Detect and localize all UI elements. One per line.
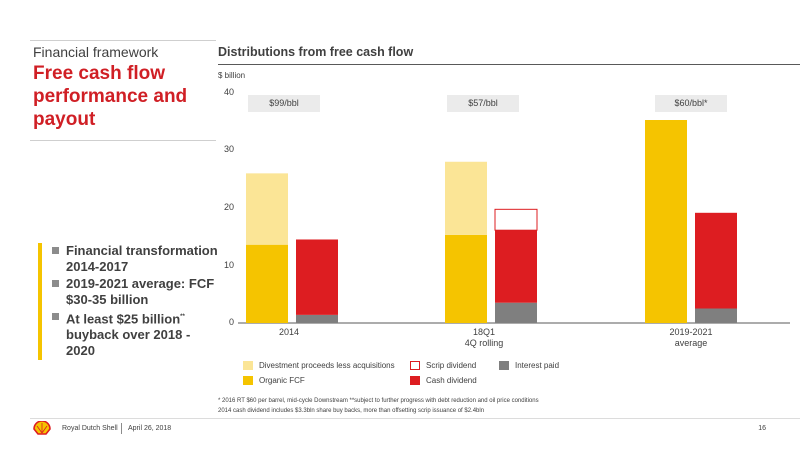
bar-scrip-dividend — [494, 208, 538, 231]
legend-item-interest-paid: Interest paid — [499, 361, 559, 370]
page-title: Free cash flow performance and payout — [33, 63, 188, 130]
footer-rule — [30, 418, 800, 419]
y-tick-label: 30 — [223, 144, 234, 154]
price-label-2014: $99/bbl — [248, 95, 320, 112]
x-tick-label: 2014 — [278, 327, 300, 337]
price-label-2019-2021: $60/bbl* — [655, 95, 727, 112]
bar-cash-dividend — [296, 239, 338, 315]
bar-divestment-proceeds-less-acquisitions — [246, 173, 288, 245]
section-label: Financial framework — [33, 44, 159, 60]
bar-cash-dividend — [495, 230, 537, 303]
bar-group — [246, 120, 737, 323]
x-tick-label: 2019-2021 average — [669, 327, 713, 348]
legend-item-organic-fcf: Organic FCF — [243, 376, 305, 385]
y-tick-label: 10 — [223, 260, 234, 270]
footer-divider — [121, 423, 122, 434]
bar-interest-paid — [695, 308, 737, 323]
legend-item-cash-dividend: Cash dividend — [410, 376, 477, 385]
bar-organic-fcf — [246, 244, 288, 323]
bar-organic-fcf — [645, 120, 687, 323]
footer-date: April 26, 2018 — [128, 425, 172, 432]
legend-swatch — [499, 361, 509, 370]
bullet-item: 2019-2021 average: FCF $30-35 billion — [52, 276, 222, 308]
y-tick-label: 0 — [228, 317, 234, 327]
title-bottom-rule — [30, 140, 216, 141]
chart-title: Distributions from free cash flow — [218, 45, 414, 59]
chart-title-rule — [218, 64, 800, 65]
bar-organic-fcf — [445, 234, 487, 323]
bar-cash-dividend — [695, 212, 737, 309]
bullet-item: At least $25 billion** buyback over 2018… — [52, 309, 222, 359]
footnote-marker: ** — [180, 314, 185, 320]
legend-swatch — [243, 376, 253, 385]
bullet-list: Financial transformation 2014-2017 2019-… — [38, 243, 222, 361]
price-label-18q1: $57/bbl — [447, 95, 519, 112]
footnote-2: 2014 cash dividend includes $3.3bln shar… — [218, 408, 485, 414]
legend-item-scrip-dividend: Scrip dividend — [410, 361, 476, 370]
x-tick-label: 18Q1 4Q rolling — [464, 327, 504, 348]
y-tick-label: 20 — [223, 202, 234, 212]
legend-swatch — [410, 361, 420, 370]
footer-company: Royal Dutch Shell — [62, 425, 118, 432]
legend-item-divestment: Divestment proceeds less acquisitions — [243, 361, 395, 370]
bar-interest-paid — [495, 302, 537, 323]
footnote-1: * 2016 RT $60 per barrel, mid-cycle Down… — [218, 398, 539, 404]
bar-interest-paid — [296, 314, 338, 323]
shell-logo-icon — [33, 421, 51, 435]
bullet-item: Financial transformation 2014-2017 — [52, 243, 222, 275]
bar-divestment-proceeds-less-acquisitions — [445, 161, 487, 235]
page-number: 16 — [758, 425, 766, 432]
legend-swatch — [410, 376, 420, 385]
y-axis-unit: $ billion — [218, 71, 246, 80]
title-top-rule — [30, 40, 216, 41]
y-tick-label: 40 — [223, 87, 234, 97]
legend-swatch — [243, 361, 253, 370]
